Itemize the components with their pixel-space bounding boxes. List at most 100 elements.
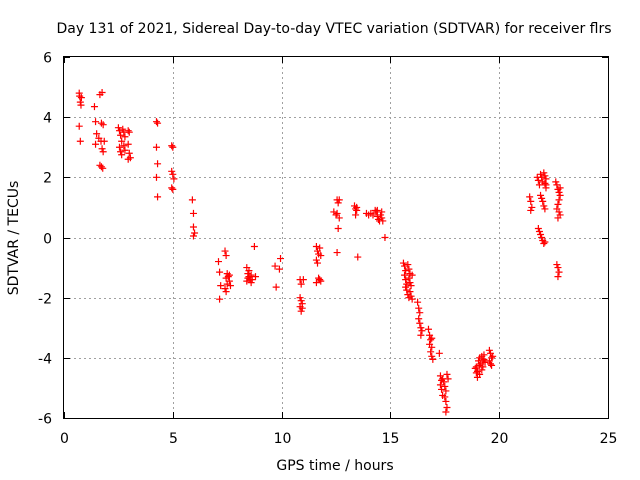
data-point <box>428 352 436 360</box>
data-point <box>271 262 279 270</box>
data-point <box>332 211 340 219</box>
data-point <box>97 163 105 171</box>
data-point <box>481 358 489 366</box>
data-point <box>539 197 547 205</box>
data-point <box>406 288 414 296</box>
data-point <box>442 397 450 405</box>
data-point <box>373 206 381 214</box>
data-point <box>553 181 561 189</box>
data-point <box>312 243 320 251</box>
data-point <box>115 127 123 135</box>
data-point <box>417 324 425 332</box>
data-point <box>440 378 448 386</box>
data-point <box>75 122 83 130</box>
data-point <box>317 252 325 260</box>
data-point <box>378 214 386 222</box>
y-tick-label: 4 <box>43 111 52 127</box>
data-point <box>117 131 125 139</box>
data-point <box>188 196 196 204</box>
data-point <box>243 277 251 285</box>
data-point <box>541 172 549 180</box>
data-point <box>152 143 160 151</box>
data-point <box>374 215 382 223</box>
data-point <box>417 331 425 339</box>
x-tick-label: 10 <box>274 431 292 447</box>
data-point <box>416 319 424 327</box>
data-point <box>535 227 543 235</box>
data-point <box>169 143 177 151</box>
data-point <box>534 224 542 232</box>
data-point <box>555 188 563 196</box>
data-point <box>222 252 230 260</box>
data-point <box>476 370 484 378</box>
data-point <box>528 203 536 211</box>
data-point <box>221 285 229 293</box>
data-point <box>378 208 386 216</box>
data-point <box>221 247 229 255</box>
data-point <box>251 273 259 281</box>
data-point <box>154 193 162 201</box>
data-point <box>98 88 106 96</box>
data-point <box>443 370 451 378</box>
data-point <box>77 94 85 102</box>
data-point <box>118 137 126 145</box>
data-point <box>316 276 324 284</box>
data-point <box>334 224 342 232</box>
data-point <box>402 276 410 284</box>
data-point <box>114 124 122 132</box>
data-point <box>244 274 252 282</box>
data-point <box>297 280 305 288</box>
data-point <box>168 167 176 175</box>
data-point <box>428 334 436 342</box>
data-point <box>245 267 253 275</box>
data-point <box>168 142 176 150</box>
data-point <box>438 385 446 393</box>
data-point <box>541 179 549 187</box>
data-point <box>538 234 546 241</box>
data-point <box>353 203 361 211</box>
data-point <box>414 298 422 306</box>
data-point <box>335 196 343 204</box>
data-point <box>90 103 98 111</box>
data-point <box>443 403 451 411</box>
data-point <box>542 181 550 189</box>
data-point <box>275 265 283 273</box>
data-point <box>405 265 413 273</box>
data-point <box>92 140 100 148</box>
data-point <box>168 184 176 192</box>
data-point <box>480 355 488 363</box>
data-point <box>333 249 341 257</box>
data-point <box>402 283 410 291</box>
data-point <box>272 283 280 291</box>
x-tick-label: 25 <box>600 431 618 447</box>
data-point <box>415 315 423 323</box>
data-point <box>418 327 426 335</box>
data-point <box>248 276 256 284</box>
data-point <box>217 282 225 290</box>
data-point <box>556 191 564 199</box>
data-point <box>540 202 548 210</box>
data-point <box>404 261 412 269</box>
data-point <box>76 98 84 106</box>
data-point <box>408 295 416 303</box>
data-point <box>121 146 129 154</box>
data-point <box>189 232 197 240</box>
axis-ticks: 0 5 10 15 20 25 -6 -4 -2 0 2 4 6 <box>38 51 617 448</box>
plot-frame <box>63 56 609 419</box>
chart-title: Day 131 of 2021, Sidereal Day-to-day VTE… <box>56 21 611 37</box>
data-point <box>352 211 360 219</box>
data-point <box>189 209 197 217</box>
data-point <box>77 101 85 109</box>
data-point <box>224 273 232 281</box>
data-point <box>120 142 128 150</box>
data-point <box>121 133 129 141</box>
data-point <box>424 325 432 333</box>
data-point <box>277 255 285 263</box>
data-point <box>401 271 409 279</box>
data-point <box>96 161 104 169</box>
x-axis-label: GPS time / hours <box>276 458 393 474</box>
y-tick-label: -2 <box>38 292 52 308</box>
data-point <box>427 336 435 344</box>
data-point <box>250 243 258 251</box>
